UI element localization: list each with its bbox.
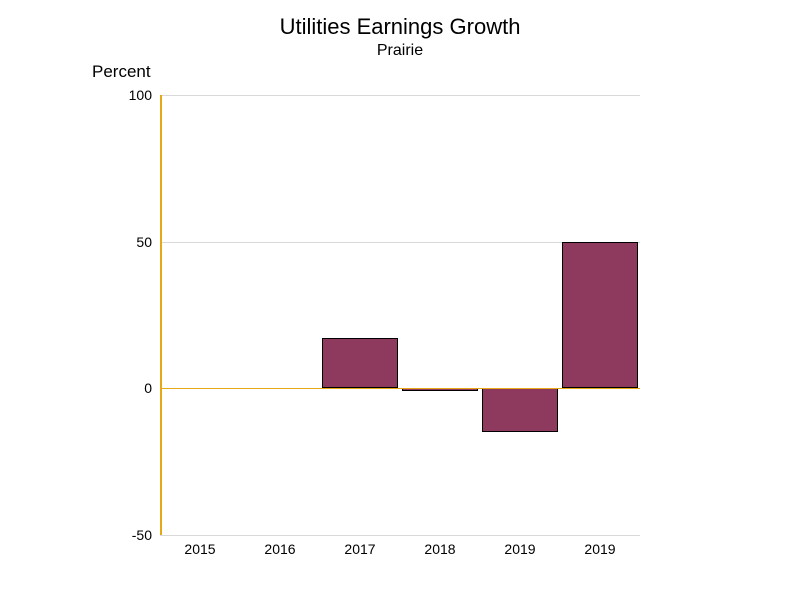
gridline xyxy=(160,95,640,96)
gridline xyxy=(160,535,640,536)
bar xyxy=(482,388,558,432)
bar xyxy=(322,338,398,388)
xtick-label: 2018 xyxy=(410,541,470,557)
ytick-label: 50 xyxy=(112,234,152,250)
chart-subtitle: Prairie xyxy=(0,42,800,60)
xtick-label: 2019 xyxy=(490,541,550,557)
xtick-label: 2019 xyxy=(570,541,630,557)
ytick-label: 100 xyxy=(112,87,152,103)
x-axis-line xyxy=(160,388,640,390)
plot-area xyxy=(160,95,640,535)
xtick-label: 2017 xyxy=(330,541,390,557)
chart-container: Utilities Earnings Growth Prairie Percen… xyxy=(0,0,800,600)
y-axis-label: Percent xyxy=(92,62,151,82)
ytick-label: -50 xyxy=(112,527,152,543)
chart-title: Utilities Earnings Growth xyxy=(0,14,800,40)
ytick-label: 0 xyxy=(112,380,152,396)
bar xyxy=(562,242,638,389)
xtick-label: 2016 xyxy=(250,541,310,557)
xtick-label: 2015 xyxy=(170,541,230,557)
y-axis-line xyxy=(160,95,162,535)
